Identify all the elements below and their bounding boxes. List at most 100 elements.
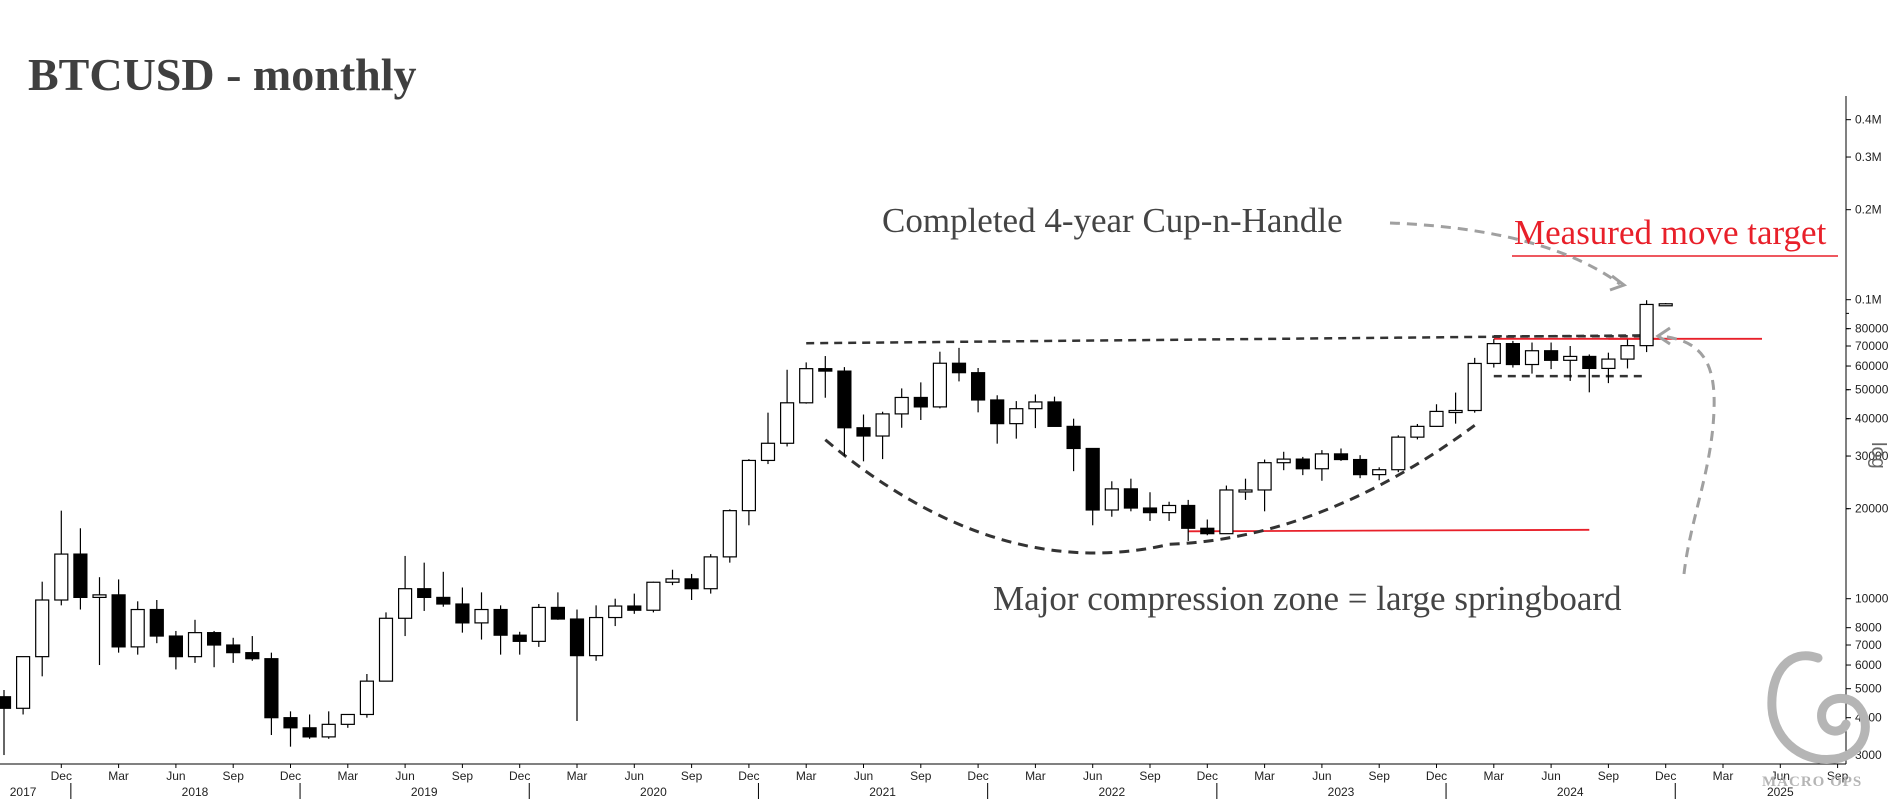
candle-body [1276, 458, 1291, 464]
x-year-label: 2023 [1328, 785, 1355, 799]
macro-ops-logo: MACRO OPS [1762, 651, 1870, 790]
candle-body [550, 606, 566, 620]
arrow-to-target [1389, 221, 1621, 286]
candle-body [16, 656, 31, 709]
x-tick-label: Mar [337, 769, 358, 783]
trend-overlays [806, 221, 1838, 575]
candle-body [1066, 425, 1081, 450]
x-tick-label: Mar [567, 769, 588, 783]
y-tick-label: 0.2M [1855, 203, 1882, 217]
candle-body [569, 618, 585, 657]
x-tick-label: Jun [1083, 769, 1102, 783]
candle-body [875, 413, 890, 437]
candle-body [474, 608, 489, 624]
y-tick-label: 3000 [1855, 748, 1882, 762]
y-tick-label: 7000 [1855, 638, 1882, 652]
candle-body [1429, 410, 1444, 427]
candle-body [856, 427, 871, 437]
candle-body [684, 578, 699, 590]
candle-body [207, 632, 222, 646]
x-tick-label: Dec [51, 769, 72, 783]
x-year-label: 2020 [640, 785, 667, 799]
y-tick-label: 20000 [1855, 502, 1889, 516]
candle-body [627, 605, 642, 611]
y-tick-label: 40000 [1855, 412, 1889, 426]
candle-body [818, 368, 833, 372]
candle-body [1085, 447, 1100, 511]
candle-body [703, 556, 718, 590]
candle-body [283, 717, 298, 729]
candle-body [1563, 355, 1578, 361]
candle-body [35, 599, 50, 658]
x-tick-label: Jun [1312, 769, 1331, 783]
candle-body [760, 442, 776, 462]
candle-body [1161, 504, 1177, 514]
x-tick-label: Jun [1771, 769, 1790, 783]
x-year-label: 2018 [182, 785, 209, 799]
candle-body [1028, 401, 1043, 410]
logo-text: MACRO OPS [1762, 774, 1862, 790]
candle-body [932, 362, 948, 408]
y-tick-label: 80000 [1855, 322, 1889, 336]
candle-body [1410, 425, 1425, 438]
candle-body [1219, 489, 1234, 535]
candle-body [1639, 303, 1654, 347]
y-tick-label: 70000 [1855, 339, 1889, 353]
candle-body [54, 553, 69, 601]
candle-body [1238, 489, 1253, 493]
candle-body [1524, 350, 1540, 366]
y-tick-label: 10000 [1855, 592, 1889, 606]
candle-body [531, 606, 546, 642]
candle-body [1123, 488, 1139, 509]
candle-body [455, 603, 470, 624]
candle-body [73, 553, 88, 599]
candle-body [0, 696, 12, 709]
candle-body [1142, 507, 1158, 514]
x-year-label: 2024 [1557, 785, 1584, 799]
candle-body [990, 399, 1005, 425]
annotations: Completed 4-year Cup-n-Handle Measured m… [882, 201, 1889, 618]
x-tick-label: Sep [1139, 769, 1161, 783]
annotation-cup-handle: Completed 4-year Cup-n-Handle [882, 201, 1343, 240]
candle-body [799, 368, 814, 404]
candle-body [168, 635, 183, 658]
candle-body [92, 594, 107, 599]
x-tick-label: Sep [1827, 769, 1849, 783]
candle-body [226, 644, 241, 654]
candle-body [340, 713, 355, 725]
candle-body [970, 372, 986, 401]
x-tick-label: Sep [223, 769, 245, 783]
candle-body [1047, 401, 1062, 427]
x-tick-label: Jun [625, 769, 644, 783]
candle-body [1314, 453, 1330, 470]
chart-title: BTCUSD - monthly [28, 49, 417, 100]
candle-body [837, 370, 852, 429]
candle-body [321, 723, 336, 738]
arrowhead-icon [1655, 326, 1671, 346]
x-year-label: 2025 [1767, 785, 1794, 799]
y-tick-label: 6000 [1855, 658, 1882, 672]
x-tick-label: Sep [681, 769, 703, 783]
candle-body [722, 510, 737, 558]
x-tick-label: Jun [166, 769, 185, 783]
candle-body [245, 652, 260, 660]
cup-curve [824, 424, 1476, 555]
support-level-line [1188, 528, 1590, 533]
arrow-from-compression [1659, 334, 1716, 575]
x-year-label: 2019 [411, 785, 438, 799]
x-tick-label: Sep [452, 769, 474, 783]
y-tick-label: 0.3M [1855, 150, 1882, 164]
candle-body [111, 594, 126, 648]
cup-rim-line [806, 334, 1647, 345]
y-tick-label: 5000 [1855, 682, 1882, 696]
x-tick-label: Jun [854, 769, 873, 783]
candle-body [493, 608, 508, 636]
y-tick-label: 50000 [1855, 383, 1889, 397]
x-tick-label: Dec [967, 769, 988, 783]
x-tick-label: Dec [1197, 769, 1218, 783]
x-tick-label: Dec [1655, 769, 1676, 783]
candle-body [894, 396, 909, 415]
candle-body [1658, 303, 1673, 307]
candle-body [417, 588, 432, 599]
candle-body [1009, 408, 1024, 425]
